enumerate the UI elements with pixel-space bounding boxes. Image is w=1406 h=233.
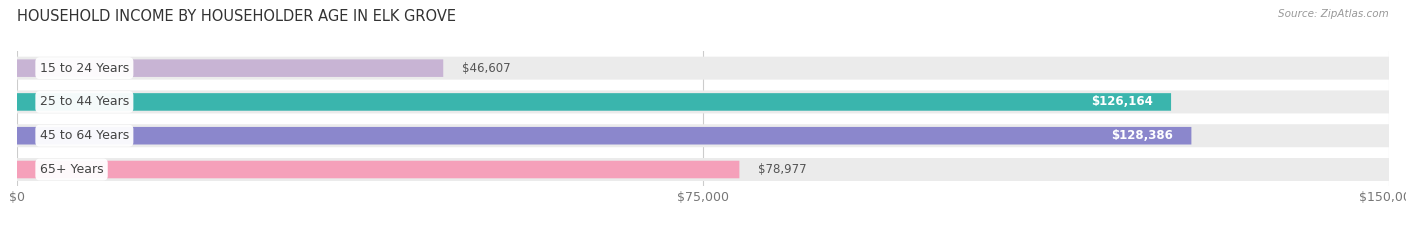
FancyBboxPatch shape [17,57,1389,80]
FancyBboxPatch shape [17,127,1191,144]
FancyBboxPatch shape [17,124,1389,147]
Text: HOUSEHOLD INCOME BY HOUSEHOLDER AGE IN ELK GROVE: HOUSEHOLD INCOME BY HOUSEHOLDER AGE IN E… [17,9,456,24]
Text: 45 to 64 Years: 45 to 64 Years [39,129,129,142]
Text: $126,164: $126,164 [1091,96,1153,108]
Text: 15 to 24 Years: 15 to 24 Years [39,62,129,75]
FancyBboxPatch shape [17,93,1171,111]
Text: $46,607: $46,607 [461,62,510,75]
Text: 25 to 44 Years: 25 to 44 Years [39,96,129,108]
FancyBboxPatch shape [17,90,1389,113]
Text: $78,977: $78,977 [758,163,806,176]
Text: $128,386: $128,386 [1111,129,1173,142]
FancyBboxPatch shape [17,158,1389,181]
Text: 65+ Years: 65+ Years [39,163,104,176]
Text: Source: ZipAtlas.com: Source: ZipAtlas.com [1278,9,1389,19]
FancyBboxPatch shape [17,161,740,178]
FancyBboxPatch shape [17,59,443,77]
